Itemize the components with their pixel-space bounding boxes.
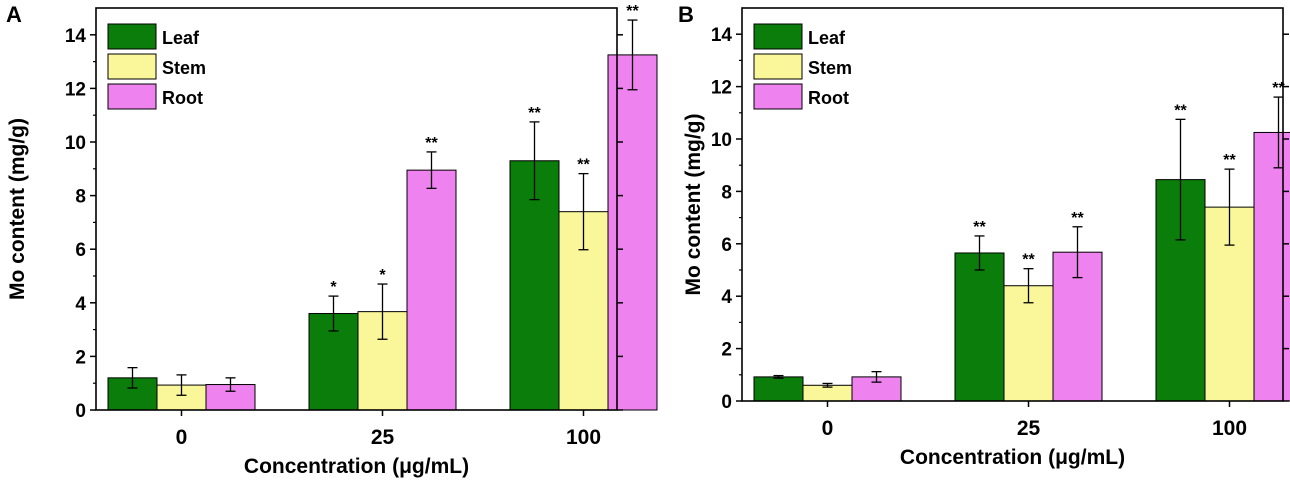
significance-marker: **	[1272, 80, 1285, 97]
legend-label: Leaf	[162, 28, 200, 48]
legend-swatch-stem	[107, 53, 157, 80]
y-tick-label: 8	[75, 187, 86, 208]
y-tick-label: 14	[711, 25, 733, 46]
y-tick-label: 0	[75, 401, 86, 422]
x-tick-label: 100	[566, 426, 601, 449]
panel-label: A	[6, 2, 22, 27]
chart-panel-b: B 0 ** ** ** 25 ** ** ** 100 0 2 4 6 8 10 12 14 Concentrat…	[678, 2, 1290, 469]
significance-marker: **	[1223, 152, 1236, 169]
significance-marker: *	[330, 279, 337, 296]
legend-swatch-stem	[753, 53, 803, 80]
y-tick-label: 4	[75, 294, 86, 315]
x-axis-title: Concentration (μg/mL)	[900, 446, 1125, 469]
legend-swatch-leaf	[107, 23, 157, 50]
y-tick-label: 14	[65, 26, 87, 47]
y-axis-title: Mo content (mg/g)	[6, 118, 29, 300]
plot-frame	[741, 7, 1284, 402]
y-tick-label: 6	[75, 240, 86, 261]
legend-label: Root	[162, 88, 203, 108]
x-axis-title: Concentration (μg/mL)	[244, 455, 469, 478]
y-tick-label: 8	[721, 182, 732, 203]
significance-marker: **	[973, 219, 986, 236]
significance-marker: **	[425, 135, 438, 152]
plot-frame	[95, 7, 618, 411]
bar-leaf-0	[753, 376, 804, 402]
legend-swatch-root	[753, 83, 803, 110]
significance-marker: *	[379, 267, 386, 284]
y-tick-label: 4	[721, 287, 732, 308]
bar-root-25	[406, 169, 457, 411]
significance-marker: **	[1174, 102, 1187, 119]
y-tick-label: 0	[721, 392, 732, 413]
legend-label: Stem	[162, 58, 206, 78]
bar-root-100	[1253, 131, 1290, 402]
significance-marker: **	[577, 157, 590, 174]
legend-swatch-root	[107, 83, 157, 110]
significance-marker: **	[1022, 252, 1035, 269]
y-tick-label: 2	[721, 340, 732, 361]
bar-leaf-25	[954, 252, 1005, 402]
x-tick-label: 100	[1212, 417, 1247, 440]
x-tick-label: 0	[176, 426, 188, 449]
legend-label: Stem	[808, 58, 852, 78]
significance-marker: **	[528, 105, 541, 122]
legend-swatch-leaf	[753, 23, 803, 50]
x-tick-label: 25	[1017, 417, 1041, 440]
y-tick-label: 10	[711, 130, 732, 151]
bar-root-100	[607, 54, 658, 411]
significance-marker: **	[1071, 210, 1084, 227]
legend-label: Root	[808, 88, 849, 108]
significance-marker: **	[626, 3, 639, 20]
y-tick-label: 10	[65, 133, 86, 154]
x-tick-label: 25	[371, 426, 395, 449]
chart-panel-a: A0****25******10002468101214Concentratio…	[6, 2, 658, 478]
y-tick-label: 6	[721, 235, 732, 256]
y-tick-label: 12	[711, 78, 732, 99]
legend-label: Leaf	[808, 28, 846, 48]
y-axis-title: Mo content (mg/g)	[682, 114, 705, 296]
x-tick-label: 0	[822, 417, 834, 440]
y-tick-label: 12	[65, 79, 86, 100]
panel-label: B	[678, 2, 694, 27]
y-tick-label: 2	[75, 347, 86, 368]
